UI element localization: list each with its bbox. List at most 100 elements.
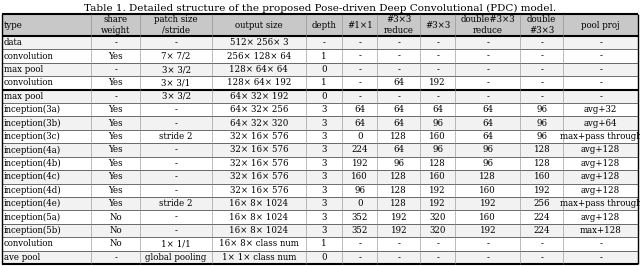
Text: 1: 1 [321,239,327,248]
Text: convolution: convolution [4,239,54,248]
Text: -: - [358,65,361,74]
Text: ave pool: ave pool [4,253,40,262]
Bar [2,157,638,170]
Text: max+128: max+128 [580,226,621,235]
Text: -: - [397,52,400,61]
Bar [2,184,638,197]
Text: 64: 64 [393,146,404,155]
Text: inception(3b): inception(3b) [4,119,61,128]
Text: 16× 8× 1024: 16× 8× 1024 [229,199,288,208]
Text: #1×1: #1×1 [347,20,372,30]
Bar [2,197,638,210]
Text: 128× 64× 64: 128× 64× 64 [229,65,288,74]
Text: 3: 3 [321,213,326,222]
Text: 3: 3 [321,132,326,141]
Text: -: - [175,172,177,181]
Bar [2,143,638,157]
Text: 3: 3 [321,146,326,155]
Text: 32× 16× 576: 32× 16× 576 [230,186,288,195]
Text: pool proj: pool proj [581,20,620,30]
Bar [2,251,638,264]
Text: 16× 8× 1024: 16× 8× 1024 [229,226,288,235]
Text: No: No [109,239,122,248]
Text: 0: 0 [321,92,327,101]
Text: double
#3×3: double #3×3 [527,15,557,35]
Text: 64: 64 [393,105,404,114]
Text: 32× 16× 576: 32× 16× 576 [230,132,288,141]
Text: -: - [175,105,177,114]
Text: stride 2: stride 2 [159,199,193,208]
Text: -: - [397,92,400,101]
Text: avg+128: avg+128 [581,172,620,181]
Text: -: - [358,52,361,61]
Text: inception(4c): inception(4c) [4,172,61,181]
Text: 96: 96 [536,119,547,128]
Text: -: - [115,65,117,74]
Text: 64: 64 [355,119,365,128]
Text: 96: 96 [355,186,365,195]
Text: 0: 0 [357,199,363,208]
Text: 64: 64 [355,105,365,114]
Text: 128: 128 [390,132,407,141]
Text: 160: 160 [479,186,496,195]
Text: inception(5b): inception(5b) [4,226,61,235]
Text: 3: 3 [321,186,326,195]
Text: Yes: Yes [108,186,123,195]
Text: max+pass through: max+pass through [560,132,640,141]
Text: 64: 64 [432,105,443,114]
Text: avg+64: avg+64 [584,119,618,128]
Text: -: - [540,65,543,74]
Text: 3× 3/1: 3× 3/1 [161,78,191,88]
Text: 192: 192 [479,199,496,208]
Text: -: - [397,38,400,47]
Text: 0: 0 [321,253,327,262]
Text: 192: 192 [429,199,446,208]
Text: -: - [397,253,400,262]
Bar [2,170,638,184]
Text: 512× 256× 3: 512× 256× 3 [230,38,288,47]
Text: inception(3a): inception(3a) [4,105,61,114]
Text: 128: 128 [533,159,550,168]
Text: 160: 160 [533,172,550,181]
Text: share
weight: share weight [101,15,131,35]
Text: max pool: max pool [4,92,44,101]
Text: 64: 64 [483,132,493,141]
Text: depth: depth [312,20,337,30]
Text: -: - [486,239,489,248]
Bar [2,36,638,49]
Text: 96: 96 [432,119,443,128]
Bar [2,76,638,90]
Text: 224: 224 [534,213,550,222]
Text: avg+32: avg+32 [584,105,618,114]
Text: inception(4d): inception(4d) [4,186,61,195]
Text: stride 2: stride 2 [159,132,193,141]
Text: -: - [397,239,400,248]
Text: -: - [323,38,325,47]
Text: 320: 320 [429,213,446,222]
Text: 192: 192 [479,226,496,235]
Text: -: - [540,239,543,248]
Text: type: type [4,20,23,30]
Text: inception(4e): inception(4e) [4,199,61,208]
Text: 3: 3 [321,199,326,208]
Text: 1× 1/1: 1× 1/1 [161,239,191,248]
Text: 160: 160 [351,172,368,181]
Text: 192: 192 [534,186,550,195]
Text: -: - [175,186,177,195]
Text: inception(4b): inception(4b) [4,159,61,168]
Text: 224: 224 [351,146,368,155]
Text: avg+128: avg+128 [581,186,620,195]
Text: Table 1. Detailed structure of the proposed Pose-driven Deep Convolutional (PDC): Table 1. Detailed structure of the propo… [84,4,556,13]
Text: -: - [540,78,543,88]
Text: 3: 3 [321,105,326,114]
Text: 160: 160 [429,132,446,141]
Text: 64× 32× 320: 64× 32× 320 [230,119,288,128]
Text: 64: 64 [483,105,493,114]
Text: 256× 128× 64: 256× 128× 64 [227,52,291,61]
Text: 7× 7/2: 7× 7/2 [161,52,191,61]
Text: 32× 16× 576: 32× 16× 576 [230,172,288,181]
Text: -: - [358,239,361,248]
Text: convolution: convolution [4,52,54,61]
Text: -: - [599,38,602,47]
Text: -: - [486,38,489,47]
